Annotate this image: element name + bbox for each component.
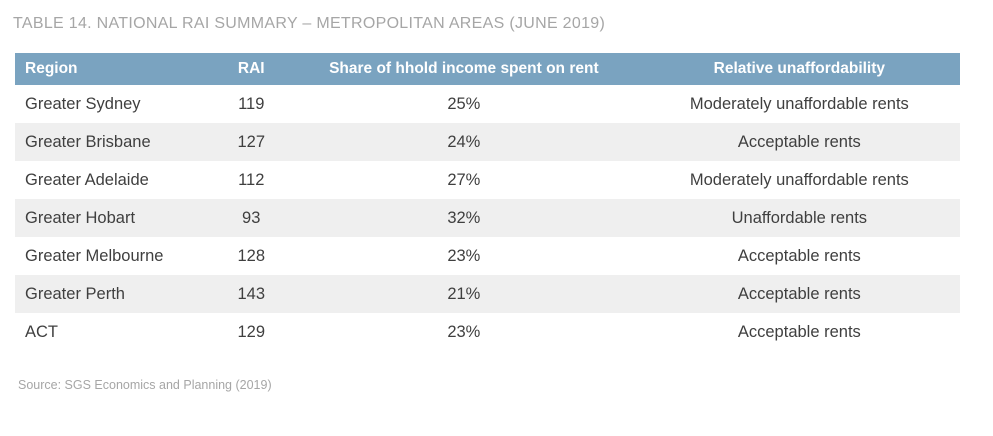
table-row-greater-perth: Greater Perth 143 21% Acceptable rents bbox=[15, 275, 960, 313]
cell-relative-unaffordability: Acceptable rents bbox=[737, 322, 861, 341]
cell-region: Greater Perth bbox=[15, 275, 214, 313]
cell-rai: 119 bbox=[238, 94, 265, 113]
table-row-act: ACT 129 23% Acceptable rents bbox=[15, 313, 960, 351]
cell-region: Greater Melbourne bbox=[25, 246, 164, 265]
cell-share: 24% bbox=[289, 123, 639, 161]
cell-region: Greater Sydney bbox=[25, 94, 141, 113]
cell-share: 27% bbox=[447, 170, 481, 189]
header-cell-share: Share of hhold income spent on rent bbox=[289, 53, 639, 85]
table-header-row: Region RAI Share of hhold income spent o… bbox=[15, 53, 960, 85]
table-row-greater-sydney: Greater Sydney 119 25% Moderately unaffo… bbox=[15, 85, 960, 123]
cell-share: 23% bbox=[447, 246, 481, 265]
cell-rai: 127 bbox=[213, 123, 290, 161]
cell-relative-unaffordability: Acceptable rents bbox=[638, 123, 960, 161]
cell-relative-unaffordability: Moderately unaffordable rents bbox=[689, 170, 909, 189]
header-cell-rai: RAI bbox=[213, 53, 290, 85]
cell-rai: 129 bbox=[237, 322, 265, 341]
rai-table-container: Region RAI Share of hhold income spent o… bbox=[15, 53, 960, 351]
cell-relative-unaffordability: Unaffordable rents bbox=[638, 199, 960, 237]
table-body: Greater Sydney 119 25% Moderately unaffo… bbox=[15, 85, 960, 351]
cell-region: Greater Adelaide bbox=[25, 170, 149, 189]
cell-rai: 143 bbox=[213, 275, 290, 313]
cell-relative-unaffordability: Moderately unaffordable rents bbox=[689, 94, 909, 113]
cell-rai: 93 bbox=[213, 199, 290, 237]
cell-relative-unaffordability: Acceptable rents bbox=[638, 275, 960, 313]
cell-share: 23% bbox=[447, 322, 481, 341]
cell-share: 21% bbox=[289, 275, 639, 313]
cell-rai: 112 bbox=[238, 170, 265, 189]
cell-relative-unaffordability: Acceptable rents bbox=[737, 246, 861, 265]
rai-summary-table: Region RAI Share of hhold income spent o… bbox=[15, 53, 960, 351]
cell-rai: 128 bbox=[237, 246, 265, 265]
table-caption: TABLE 14. NATIONAL RAI SUMMARY – METROPO… bbox=[13, 15, 606, 32]
cell-region: ACT bbox=[25, 322, 58, 341]
table-row-greater-brisbane: Greater Brisbane 127 24% Acceptable rent… bbox=[15, 123, 960, 161]
table-row-greater-hobart: Greater Hobart 93 32% Unaffordable rents bbox=[15, 199, 960, 237]
header-cell-relative-unaffordability: Relative unaffordability bbox=[638, 53, 960, 85]
table-row-greater-melbourne: Greater Melbourne 128 23% Acceptable ren… bbox=[15, 237, 960, 275]
cell-region: Greater Hobart bbox=[15, 199, 214, 237]
table-header: Region RAI Share of hhold income spent o… bbox=[15, 53, 960, 85]
source-note: Source: SGS Economics and Planning (2019… bbox=[18, 378, 272, 392]
cell-share: 25% bbox=[447, 94, 481, 113]
cell-region: Greater Brisbane bbox=[15, 123, 214, 161]
header-cell-region: Region bbox=[15, 53, 214, 85]
cell-share: 32% bbox=[289, 199, 639, 237]
table-row-greater-adelaide: Greater Adelaide 112 27% Moderately unaf… bbox=[15, 161, 960, 199]
